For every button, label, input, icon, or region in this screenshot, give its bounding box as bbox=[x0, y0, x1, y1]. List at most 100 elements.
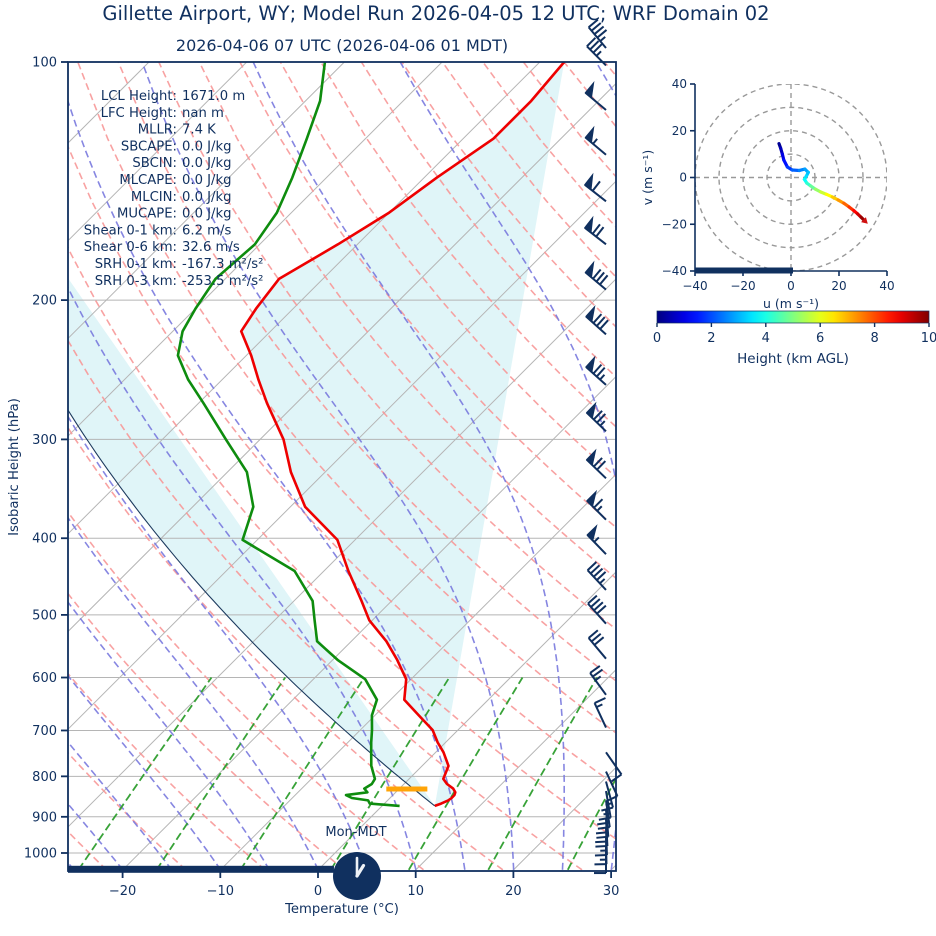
wind-barb bbox=[587, 18, 608, 49]
mixing-ratio-line bbox=[659, 678, 756, 870]
wind-barb bbox=[587, 594, 607, 625]
dry-adiabat-line bbox=[158, 62, 616, 631]
barb-full bbox=[590, 22, 602, 32]
y-tick-label: 800 bbox=[32, 770, 57, 785]
isotherm-line bbox=[218, 473, 616, 871]
hodo-x-tick-label: −40 bbox=[682, 279, 707, 293]
stat-label: MLCIN: bbox=[131, 190, 177, 205]
barb-full bbox=[593, 25, 605, 35]
barb-full bbox=[589, 564, 601, 575]
stat-label: SRH 0-1 km: bbox=[95, 257, 177, 272]
moist-adiabat-line bbox=[252, 62, 565, 870]
wind-barb bbox=[586, 37, 607, 67]
mixing-ratio-line bbox=[77, 676, 213, 871]
dry-adiabat-line bbox=[320, 62, 616, 428]
y-tick-label: 200 bbox=[32, 294, 57, 309]
barb-pennant bbox=[584, 260, 595, 279]
mixing-ratio-line bbox=[567, 776, 616, 871]
colorbar-tick-label: 8 bbox=[870, 331, 878, 346]
colorbar-title: Height (km AGL) bbox=[737, 351, 849, 367]
stat-value: 1671.0 m bbox=[182, 89, 245, 104]
moist-adiabats bbox=[68, 62, 936, 871]
mixing-ratio-line bbox=[239, 677, 366, 871]
clock-day-label: Mon-MDT bbox=[325, 825, 386, 840]
hodo-y-tick-label: 0 bbox=[679, 171, 687, 185]
stat-value: 32.6 m/s bbox=[182, 240, 240, 255]
barb-full bbox=[595, 366, 606, 378]
stat-value: 7.4 K bbox=[182, 123, 216, 138]
barb-full bbox=[593, 498, 604, 509]
y-axis-title: Isobaric Height (hPa) bbox=[7, 398, 22, 536]
wind-barb bbox=[586, 489, 607, 521]
barb-full bbox=[589, 40, 600, 51]
dry-adiabats bbox=[68, 62, 616, 871]
barb-pennant bbox=[585, 401, 597, 420]
isotherm-line bbox=[68, 62, 443, 437]
stat-label: Shear 0-1 km: bbox=[84, 223, 177, 238]
moist-adiabat-line bbox=[709, 62, 828, 870]
moist-adiabat-line bbox=[758, 62, 936, 870]
barb-full bbox=[611, 773, 623, 783]
dry-adiabat-line bbox=[482, 62, 616, 229]
barb-full bbox=[594, 697, 606, 704]
y-tick-label: 900 bbox=[32, 810, 57, 825]
barb-pennant bbox=[584, 215, 594, 234]
temperature-trace bbox=[239, 62, 566, 808]
dry-adiabat-line bbox=[198, 62, 616, 580]
isotherm-line bbox=[68, 278, 616, 828]
wind-barb bbox=[587, 629, 607, 660]
barb-full bbox=[589, 665, 601, 674]
y-tick-label: 700 bbox=[32, 724, 57, 739]
stat-value: 0.0 J/kg bbox=[182, 207, 232, 222]
barb-pennant bbox=[584, 125, 595, 144]
barb-full bbox=[596, 460, 607, 471]
barb-full bbox=[590, 632, 602, 643]
moist-adiabat-line bbox=[141, 62, 515, 870]
mixing-ratio-line bbox=[408, 677, 524, 871]
stat-value: -167.3 m²/s² bbox=[182, 257, 263, 272]
barb-full bbox=[592, 268, 602, 280]
barb-full bbox=[596, 29, 608, 39]
y-tick-label: 300 bbox=[32, 433, 57, 448]
wind-barb bbox=[584, 172, 607, 203]
x-tick-label: 30 bbox=[603, 884, 620, 899]
barb-staff bbox=[605, 771, 619, 797]
mixing-ratio-line bbox=[330, 677, 451, 871]
isotherm-line bbox=[68, 82, 616, 633]
stat-value: 0.0 J/kg bbox=[182, 139, 232, 154]
hodograph-trace bbox=[777, 142, 866, 222]
dry-adiabat-line bbox=[68, 144, 616, 787]
barb-full bbox=[586, 561, 598, 571]
moist-adiabat-line bbox=[68, 674, 222, 871]
trace-arrowhead bbox=[861, 217, 868, 224]
barb-full bbox=[592, 313, 603, 324]
barb-full bbox=[593, 457, 603, 468]
moist-adiabat-line bbox=[68, 99, 466, 870]
hodo-y-tick-label: −40 bbox=[662, 264, 687, 278]
wind-barb bbox=[605, 751, 623, 783]
mixing-ratio-line bbox=[487, 677, 598, 871]
parcel-trace bbox=[68, 409, 436, 807]
hodo-y-tick-label: 20 bbox=[672, 124, 687, 138]
barb-pennant bbox=[584, 172, 594, 191]
colorbar-tick-label: 4 bbox=[762, 331, 770, 346]
time-progress-bar bbox=[68, 865, 334, 873]
barb-half bbox=[596, 703, 603, 709]
hodo-x-tick-label: 40 bbox=[879, 279, 894, 293]
barb-full bbox=[590, 598, 601, 608]
skewt-plot-area bbox=[68, 62, 936, 871]
barb-half bbox=[595, 50, 602, 57]
wind-barb bbox=[584, 125, 607, 156]
hodo-x-tick-label: 0 bbox=[787, 279, 795, 293]
barb-pennant bbox=[586, 524, 598, 542]
wind-barb bbox=[585, 355, 607, 386]
stat-label: LCL Height: bbox=[101, 89, 177, 104]
barb-full bbox=[595, 226, 605, 238]
barb-half bbox=[593, 536, 600, 543]
y-tick-label: 600 bbox=[32, 671, 57, 686]
wind-barb bbox=[584, 260, 609, 291]
mixing-ratio-lines bbox=[77, 676, 756, 871]
hodograph-axes bbox=[690, 83, 888, 276]
isotherm-line bbox=[121, 375, 616, 871]
hodograph-rings bbox=[695, 84, 887, 271]
